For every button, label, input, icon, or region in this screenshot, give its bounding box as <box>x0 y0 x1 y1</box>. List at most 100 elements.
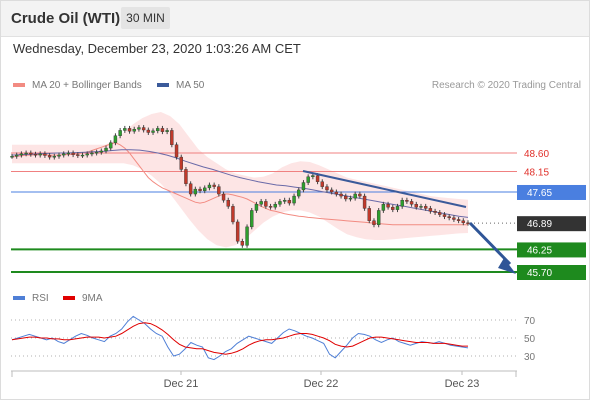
candle-body <box>99 150 104 153</box>
candle-body <box>306 176 310 183</box>
candle-body <box>90 152 94 155</box>
candle-body <box>348 197 353 200</box>
candle-body <box>278 201 282 205</box>
candle-body <box>428 208 433 212</box>
candle-body <box>10 156 14 158</box>
candle-body <box>203 187 207 191</box>
level-label-s1: 46.25 <box>527 245 552 256</box>
candle-body <box>141 127 146 131</box>
candle-body <box>395 206 400 210</box>
ma20-swatch <box>13 83 25 88</box>
candle-body <box>71 152 75 155</box>
candle-body <box>339 193 343 197</box>
ma50-label: MA 50 <box>176 80 205 91</box>
candle-body <box>160 128 165 132</box>
legend-ma20: MA 20 + Bollinger Bands <box>13 80 142 91</box>
candle-body <box>400 199 404 207</box>
candle-body <box>409 201 414 205</box>
candle-body <box>38 153 42 156</box>
instrument-title: Crude Oil (WTI) <box>11 10 121 27</box>
candle-body <box>268 206 273 208</box>
candle-body <box>104 147 108 152</box>
candle-body <box>94 151 99 154</box>
x-tick-label: Dec 22 <box>304 378 339 390</box>
rsi-ma-label: 9MA <box>82 293 103 304</box>
candle-body <box>320 181 324 187</box>
level-label-r2: 48.60 <box>524 149 549 160</box>
candle-body <box>264 201 268 207</box>
ma20-label: MA 20 + Bollinger Bands <box>32 80 142 91</box>
level-label-s2: 45.70 <box>527 268 552 279</box>
candle-body <box>367 208 371 221</box>
candle-body <box>33 154 38 156</box>
candle-body <box>456 219 461 221</box>
candle-body <box>466 222 470 224</box>
candle-body <box>198 188 202 191</box>
candle-body <box>405 199 409 202</box>
candle-body <box>212 184 216 187</box>
level-label-r1: 48.15 <box>524 167 549 178</box>
candle-body <box>372 220 376 226</box>
candle-body <box>438 212 442 215</box>
candle-body <box>109 142 113 149</box>
candle-body <box>118 130 122 136</box>
candle-body <box>447 216 451 219</box>
candle-body <box>231 206 235 223</box>
level-label-pivot: 47.65 <box>527 188 552 199</box>
candle-body <box>165 130 169 132</box>
candle-body <box>15 154 19 157</box>
candle-body <box>376 210 381 226</box>
candle-body <box>85 153 89 156</box>
candle-body <box>358 193 362 197</box>
candle-body <box>184 169 188 184</box>
candle-body <box>297 189 301 197</box>
level-box-s2 <box>517 265 586 280</box>
candle-body <box>207 184 212 189</box>
candle-body <box>423 206 428 209</box>
rsi-ma-line <box>11 322 468 355</box>
candle-body <box>311 175 315 178</box>
ma50-swatch <box>157 83 169 88</box>
legend-ma50: MA 50 <box>157 80 204 91</box>
candle-body <box>24 152 28 155</box>
candle-body <box>235 221 240 242</box>
candle-body <box>217 186 221 195</box>
candle-body <box>273 204 277 208</box>
rsi-ma-swatch <box>63 296 75 301</box>
candle-body <box>315 175 320 182</box>
candle-body <box>259 201 263 205</box>
bollinger-band <box>12 112 468 248</box>
legend-rsi: RSI <box>13 293 49 304</box>
candle-body <box>193 188 198 195</box>
candle-body <box>62 153 66 156</box>
candle-body <box>386 204 390 208</box>
candle-body <box>362 195 367 209</box>
rsi-label: RSI <box>32 293 49 304</box>
candle-body <box>287 199 292 204</box>
forecast-arrow-head <box>498 258 516 274</box>
rsi-swatch <box>13 296 25 301</box>
candle-body <box>334 191 339 195</box>
candle-body <box>240 241 245 246</box>
timeframe-badge[interactable]: 30 MIN <box>121 7 170 29</box>
chart-header: Crude Oil (WTI) 30 MIN <box>0 0 590 37</box>
rsi-tick-label: 30 <box>524 352 536 363</box>
candle-body <box>461 220 465 223</box>
candle-body <box>282 199 287 202</box>
level-label-last: 46.89 <box>527 219 552 230</box>
rsi-tick-label: 70 <box>524 316 536 327</box>
candle-body <box>452 217 456 220</box>
candle-body <box>174 144 179 158</box>
candle-body <box>80 154 85 157</box>
x-tick-label: Dec 21 <box>164 378 199 390</box>
candle-body <box>123 128 127 131</box>
candle-body <box>137 127 141 130</box>
level-box-s1 <box>517 242 586 258</box>
candle-body <box>179 156 183 170</box>
research-credit: Research © 2020 Trading Central <box>431 80 581 91</box>
candle-body <box>221 193 226 201</box>
candle-body <box>151 130 155 133</box>
candle-body <box>344 195 348 200</box>
